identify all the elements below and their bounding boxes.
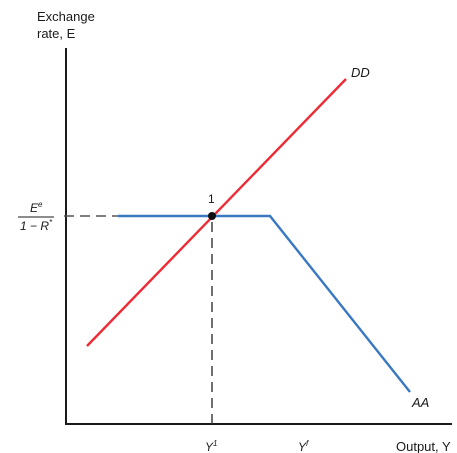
rate-denominator: 1 − R* xyxy=(20,218,53,233)
aa-label: AA xyxy=(411,395,429,410)
equilibrium-label: 1 xyxy=(208,192,215,206)
x-axis-title: Output, Y xyxy=(396,439,451,453)
rate-numerator: Ee xyxy=(30,200,43,215)
yf-tick-label: Yf xyxy=(298,439,309,453)
y1-tick-label: Y1 xyxy=(205,439,217,453)
dd-label: DD xyxy=(351,65,370,80)
aa-curve xyxy=(118,214,411,393)
y-axis-title-line1: Exchange xyxy=(37,9,95,24)
equilibrium-point xyxy=(208,212,216,220)
y-axis-title-line2: rate, E xyxy=(37,26,76,41)
dd-curve xyxy=(86,78,347,347)
